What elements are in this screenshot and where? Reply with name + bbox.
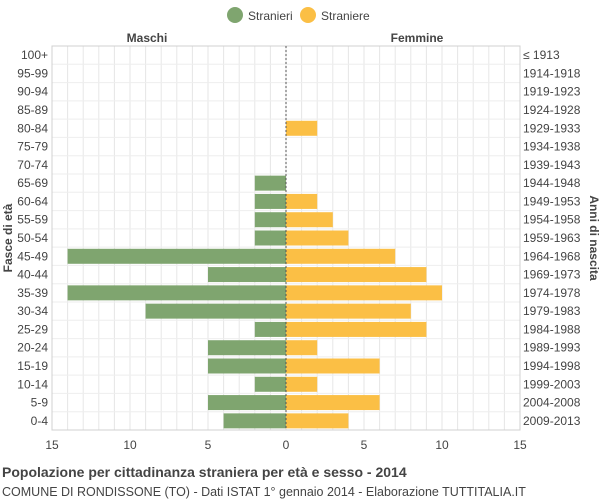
tick-label-birth-years: 1999-2003 [523, 377, 581, 391]
tick-label-age: 0-4 [31, 414, 49, 428]
bar-straniere [286, 248, 396, 264]
bar-straniere [286, 321, 427, 337]
tick-label-birth-years: 1969-1973 [523, 268, 581, 282]
tick-label-birth-years: 1954-1958 [523, 213, 581, 227]
bar-stranieri [145, 303, 286, 319]
tick-label-age: 55-59 [17, 213, 48, 227]
tick-label-birth-years: 1939-1943 [523, 158, 581, 172]
tick-label-age: 95-99 [17, 66, 48, 80]
bar-stranieri [254, 376, 286, 392]
tick-label-birth-years: 1959-1963 [523, 231, 581, 245]
tick-label-age: 20-24 [17, 341, 48, 355]
bar-stranieri [208, 395, 286, 411]
tick-label-age: 75-79 [17, 140, 48, 154]
tick-label-age: 80-84 [17, 121, 48, 135]
bar-stranieri [223, 413, 286, 429]
tick-label-x: 0 [283, 438, 290, 452]
bar-straniere [286, 303, 411, 319]
tick-label-age: 45-49 [17, 249, 48, 263]
tick-label-birth-years: ≤ 1913 [523, 48, 560, 62]
bar-stranieri [254, 321, 286, 337]
tick-label-birth-years: 1929-1933 [523, 121, 581, 135]
legend-label-stranieri: Stranieri [248, 9, 293, 23]
tick-label-age: 30-34 [17, 304, 48, 318]
ylabel-right: Anni di nascita [587, 195, 600, 281]
tick-label-birth-years: 1989-1993 [523, 341, 581, 355]
bar-stranieri [254, 212, 286, 228]
tick-label-birth-years: 1974-1978 [523, 286, 581, 300]
legend-label-straniere: Straniere [321, 9, 370, 23]
ylabel-left: Fasce di età [1, 203, 15, 272]
legend-marker-stranieri [227, 7, 243, 23]
tick-label-birth-years: 2009-2013 [523, 414, 581, 428]
tick-label-birth-years: 1944-1948 [523, 176, 581, 190]
tick-label-x: 5 [361, 438, 368, 452]
axis-labels: 100+ ≤ 1913 95-99 1914-1918 90-94 1919-1923 85… [1, 31, 600, 452]
header-maschi: Maschi [127, 31, 168, 45]
tick-label-birth-years: 1919-1923 [523, 85, 581, 99]
bar-stranieri [208, 358, 286, 374]
header-femmine: Femmine [391, 31, 444, 45]
tick-label-age: 60-64 [17, 194, 48, 208]
tick-label-birth-years: 1994-1998 [523, 359, 581, 373]
bar-stranieri [254, 230, 286, 246]
tick-label-birth-years: 1914-1918 [523, 66, 581, 80]
bar-straniere [286, 285, 442, 301]
bar-straniere [286, 267, 427, 283]
bar-straniere [286, 376, 318, 392]
legend-marker-straniere [300, 7, 316, 23]
bar-stranieri [208, 267, 286, 283]
tick-label-x: 10 [435, 438, 449, 452]
bar-stranieri [67, 248, 286, 264]
tick-label-age: 10-14 [17, 377, 48, 391]
tick-label-age: 40-44 [17, 268, 48, 282]
tick-label-age: 85-89 [17, 103, 48, 117]
tick-label-age: 90-94 [17, 85, 48, 99]
tick-label-age: 25-29 [17, 322, 48, 336]
bar-straniere [286, 358, 380, 374]
tick-label-x: 5 [205, 438, 212, 452]
tick-label-age: 50-54 [17, 231, 48, 245]
bar-straniere [286, 340, 318, 356]
tick-label-birth-years: 1984-1988 [523, 322, 581, 336]
tick-label-age: 5-9 [31, 396, 49, 410]
bar-straniere [286, 193, 318, 209]
tick-label-age: 70-74 [17, 158, 48, 172]
tick-label-age: 65-69 [17, 176, 48, 190]
tick-label-birth-years: 1964-1968 [523, 249, 581, 263]
tick-label-x: 10 [123, 438, 137, 452]
bar-stranieri [254, 175, 286, 191]
bar-straniere [286, 395, 380, 411]
bar-straniere [286, 120, 318, 136]
tick-label-birth-years: 1924-1928 [523, 103, 581, 117]
bar-stranieri [254, 193, 286, 209]
tick-label-birth-years: 1949-1953 [523, 194, 581, 208]
tick-label-x: 15 [513, 438, 527, 452]
legend: Stranieri Straniere [227, 7, 370, 23]
tick-label-age: 35-39 [17, 286, 48, 300]
bar-straniere [286, 212, 333, 228]
bar-straniere [286, 413, 349, 429]
bar-straniere [286, 230, 349, 246]
bar-stranieri [208, 340, 286, 356]
tick-label-x: 15 [45, 438, 59, 452]
tick-label-age: 100+ [21, 48, 48, 62]
chart-title: Popolazione per cittadinanza straniera p… [2, 464, 407, 480]
tick-label-birth-years: 2004-2008 [523, 396, 581, 410]
tick-label-birth-years: 1934-1938 [523, 140, 581, 154]
bar-stranieri [67, 285, 286, 301]
tick-label-age: 15-19 [17, 359, 48, 373]
bars [67, 46, 442, 430]
tick-label-birth-years: 1979-1983 [523, 304, 581, 318]
chart-subtitle: COMUNE DI RONDISSONE (TO) - Dati ISTAT 1… [2, 485, 526, 499]
